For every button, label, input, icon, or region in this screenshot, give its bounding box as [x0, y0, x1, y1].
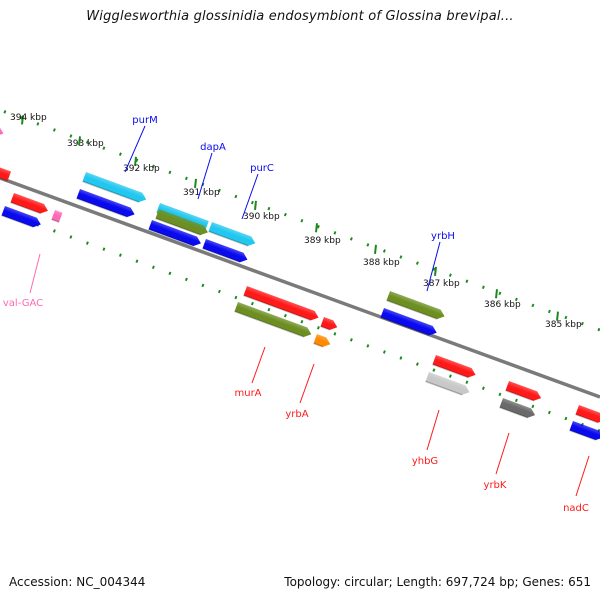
gene-feature-pink — [0, 124, 4, 137]
leader-line — [29, 253, 41, 294]
gene-features — [0, 124, 600, 441]
accession-text: Accession: NC_004344 — [9, 575, 146, 589]
ruler-tick — [556, 311, 559, 321]
leader-line — [251, 346, 266, 384]
gene-label-val-GAC: val-GAC — [3, 298, 43, 309]
gene-label-nadC: nadC — [563, 503, 589, 514]
leader-line — [495, 432, 510, 475]
gene-feature-red — [243, 286, 319, 321]
leader-line — [299, 363, 315, 404]
gene-feature-olive — [386, 291, 445, 320]
backbone-line — [0, 176, 600, 399]
kbp-tick-label: 385 kbp — [545, 320, 582, 330]
gene-feature-red — [320, 317, 338, 331]
gene-feature-red — [432, 355, 476, 379]
kbp-tick-label: 388 kbp — [363, 258, 400, 268]
leader-line — [197, 152, 213, 200]
gene-labels: purM dapA purC yrbH val-GAC murA yrbA yhbG yrbK n… — [3, 115, 589, 514]
ruler-tick — [78, 136, 81, 146]
gene-label-murA: murA — [234, 388, 261, 399]
gene-feature-blue — [76, 189, 135, 218]
gene-feature-pink — [51, 210, 63, 223]
ruler-tick — [315, 223, 318, 233]
gene-feature-red — [10, 193, 48, 215]
leader-line — [241, 173, 259, 220]
gene-feature-blue — [569, 421, 600, 441]
gene-label-purM: purM — [132, 115, 157, 126]
kbp-tick-label: 390 kbp — [243, 212, 280, 222]
kbp-tick-label: 389 kbp — [304, 236, 341, 246]
gene-label-yrbK: yrbK — [484, 480, 507, 491]
gene-feature-olive — [155, 209, 208, 236]
topology-text: Topology: circular; Length: 697,724 bp; … — [284, 575, 591, 589]
ruler-tick — [134, 156, 137, 166]
kbp-tick-label: 392 kbp — [123, 164, 160, 174]
gene-label-dapA: dapA — [200, 142, 226, 153]
kbp-tick-label: 387 kbp — [423, 279, 460, 289]
gene-label-yrbH: yrbH — [431, 231, 455, 242]
gene-feature-olive — [234, 302, 312, 338]
leader-line — [426, 409, 440, 451]
gene-label-purC: purC — [250, 163, 274, 174]
map-title: Wigglesworthia glossinidia endosymbiont … — [86, 9, 514, 24]
gene-feature-blue — [202, 239, 248, 263]
gene-feature-blue — [380, 308, 437, 337]
kbp-tick-label: 394 kbp — [10, 113, 47, 123]
gene-feature-orange — [313, 334, 331, 348]
ruler-tick — [194, 178, 197, 188]
gene-feature-darkgray — [499, 398, 536, 419]
kbp-tick-label: 386 kbp — [484, 300, 521, 310]
gene-feature-red — [505, 381, 542, 402]
gene-feature-cyan — [208, 222, 256, 247]
gene-feature-red — [575, 405, 600, 424]
gene-feature-gray — [425, 372, 470, 396]
gene-feature-cyan — [82, 172, 147, 203]
leader-line — [575, 455, 590, 497]
ruler-tick — [495, 289, 498, 299]
gene-label-yrbA: yrbA — [285, 409, 308, 420]
leader-line — [426, 241, 441, 292]
kbp-tick-label: 391 kbp — [183, 188, 220, 198]
gene-feature-blue — [1, 206, 41, 228]
ruler-tick — [21, 115, 24, 125]
kbp-tick-label: 393 kbp — [67, 139, 104, 149]
gene-feature-red — [0, 166, 12, 182]
ruler-tick — [434, 266, 437, 276]
gene-feature-blue — [148, 220, 201, 247]
gene-label-yhbG: yhbG — [412, 456, 438, 467]
leader-line — [124, 125, 146, 173]
label-leaders — [29, 125, 590, 497]
ruler-tick — [374, 244, 377, 254]
ruler-tick — [254, 200, 257, 210]
